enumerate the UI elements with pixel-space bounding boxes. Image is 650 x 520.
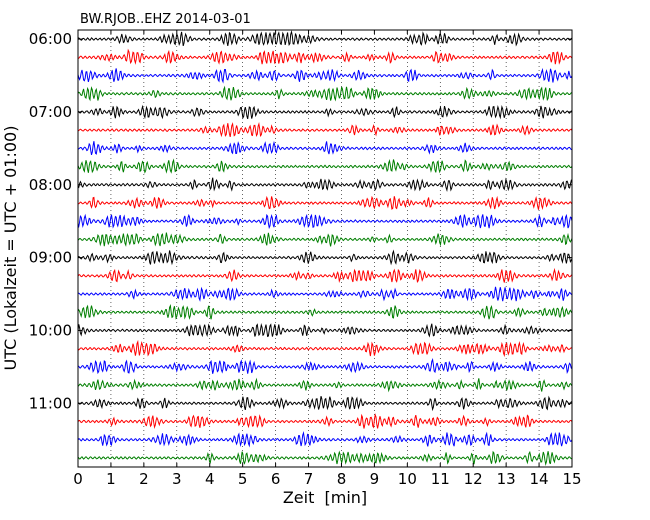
y-tick-label-0800: 08:00 bbox=[29, 176, 72, 194]
chart-title: BW.RJOB..EHZ 2014-03-01 bbox=[80, 12, 251, 27]
trace-1115 bbox=[77, 412, 573, 430]
trace-0745 bbox=[77, 158, 573, 174]
x-tick-label-0: 0 bbox=[73, 470, 83, 488]
grid-lines bbox=[110, 30, 540, 467]
trace-0600 bbox=[77, 29, 573, 47]
x-tick-label-14: 14 bbox=[530, 470, 549, 488]
y-tick-label-0700: 07:00 bbox=[29, 103, 72, 121]
trace-1030 bbox=[77, 358, 573, 375]
x-tick-label-15: 15 bbox=[562, 470, 581, 488]
trace-0730 bbox=[77, 140, 573, 156]
x-tick-labels: 0 1 2 3 4 5 6 7 8 9 10 11 12 13 14 15 bbox=[73, 470, 581, 488]
trace-0900 bbox=[77, 249, 573, 266]
x-tick-label-8: 8 bbox=[337, 470, 347, 488]
y-tick-labels: 06:00 07:00 08:00 09:00 10:00 11:00 bbox=[29, 30, 72, 412]
x-tick-label-12: 12 bbox=[464, 470, 483, 488]
trace-0845 bbox=[77, 232, 573, 247]
plot-frame bbox=[77, 29, 573, 468]
trace-0615 bbox=[78, 48, 573, 65]
trace-1145 bbox=[77, 450, 573, 466]
trace-0930 bbox=[77, 286, 573, 302]
trace-0830 bbox=[77, 213, 573, 230]
trace-0715 bbox=[77, 122, 573, 138]
x-tick-label-7: 7 bbox=[304, 470, 314, 488]
y-tick-label-1000: 10:00 bbox=[29, 321, 72, 339]
y-axis-label: UTC (Lokalzeit = UTC + 01:00) bbox=[1, 126, 20, 371]
trace-1000 bbox=[77, 323, 573, 338]
trace-0945 bbox=[77, 303, 573, 320]
x-tick-label-3: 3 bbox=[172, 470, 182, 488]
trace-0815 bbox=[78, 195, 573, 211]
trace-0700 bbox=[77, 104, 573, 120]
y-tick-label-0600: 06:00 bbox=[29, 30, 72, 48]
axis-ticks bbox=[77, 30, 573, 467]
x-tick-label-5: 5 bbox=[238, 470, 248, 488]
x-tick-label-1: 1 bbox=[106, 470, 116, 488]
trace-1045 bbox=[77, 377, 573, 393]
trace-1130 bbox=[77, 431, 573, 448]
trace-0645 bbox=[77, 85, 573, 102]
x-tick-label-11: 11 bbox=[431, 470, 450, 488]
seismogram-traces bbox=[77, 29, 573, 466]
y-tick-label-1100: 11:00 bbox=[29, 394, 72, 412]
x-tick-label-6: 6 bbox=[271, 470, 281, 488]
x-tick-label-10: 10 bbox=[398, 470, 417, 488]
x-axis-label: Zeit [min] bbox=[283, 488, 367, 507]
x-tick-label-4: 4 bbox=[205, 470, 215, 488]
trace-0800 bbox=[77, 177, 573, 192]
x-tick-label-2: 2 bbox=[139, 470, 149, 488]
trace-0630 bbox=[77, 67, 573, 84]
x-tick-label-13: 13 bbox=[497, 470, 516, 488]
trace-1015 bbox=[77, 339, 573, 358]
trace-1100 bbox=[77, 395, 573, 412]
x-tick-label-9: 9 bbox=[370, 470, 380, 488]
y-tick-label-0900: 09:00 bbox=[29, 249, 72, 267]
trace-0915 bbox=[77, 267, 573, 284]
